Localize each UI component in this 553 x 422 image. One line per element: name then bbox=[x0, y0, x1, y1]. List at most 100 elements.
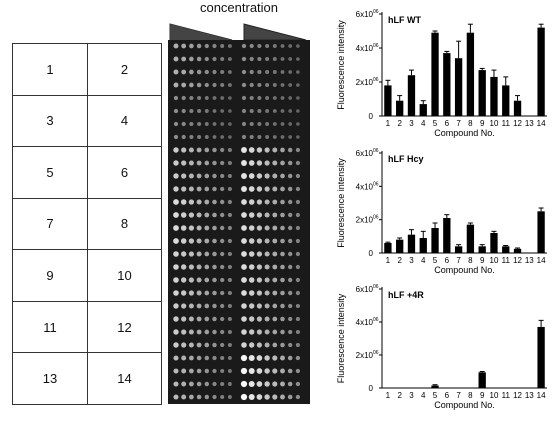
blot-dot bbox=[265, 69, 270, 75]
blot-dot bbox=[287, 368, 293, 374]
blot-dot bbox=[280, 316, 285, 322]
blot-dot bbox=[173, 56, 179, 62]
blot-dot bbox=[241, 290, 247, 296]
blot-dot bbox=[204, 147, 210, 153]
blot-dot bbox=[280, 303, 285, 309]
y-tick-label: 2x10 bbox=[356, 216, 374, 225]
blot-dot bbox=[212, 43, 217, 49]
blot-dot bbox=[248, 277, 255, 283]
blot-dot bbox=[220, 44, 225, 48]
blot-dot bbox=[265, 135, 270, 139]
blot-dot bbox=[241, 108, 247, 114]
blot-dot bbox=[181, 121, 186, 127]
blot-dot bbox=[196, 225, 202, 231]
blot-dot bbox=[181, 355, 187, 361]
concentration-wedge-left-fill bbox=[170, 24, 232, 40]
y-tick-label: 6x10 bbox=[356, 10, 374, 19]
blot-dot bbox=[256, 329, 262, 335]
blot-dot bbox=[196, 43, 202, 49]
blot-dot bbox=[295, 212, 300, 218]
blot-dot bbox=[249, 303, 255, 309]
blot-dot bbox=[173, 160, 179, 166]
blot-dot bbox=[227, 199, 232, 205]
blot-dot bbox=[220, 394, 225, 400]
blot-dot bbox=[173, 290, 179, 296]
blot-dot bbox=[196, 251, 202, 257]
x-tick-label: 8 bbox=[468, 119, 473, 128]
blot-dot bbox=[287, 355, 293, 361]
blot-dot bbox=[295, 264, 300, 270]
blot-dot bbox=[220, 251, 225, 257]
blot-dot bbox=[248, 238, 255, 244]
blot-dot bbox=[272, 316, 278, 322]
blot-dot bbox=[204, 135, 209, 139]
blot-dot bbox=[181, 95, 186, 101]
blot-dot bbox=[296, 44, 300, 48]
blot-dot bbox=[220, 381, 225, 387]
blot-dot bbox=[264, 212, 270, 218]
blot-dot bbox=[173, 342, 179, 348]
blot-dot bbox=[189, 82, 194, 88]
blot-dot bbox=[257, 82, 262, 88]
blot-dot bbox=[288, 303, 293, 309]
blot-dot bbox=[220, 277, 225, 283]
blot-dot bbox=[280, 70, 285, 74]
blot-dot bbox=[248, 225, 255, 231]
blot-dot bbox=[227, 342, 232, 348]
blot-dot bbox=[256, 147, 263, 153]
blot-dot bbox=[241, 277, 247, 283]
x-tick-label: 4 bbox=[421, 256, 426, 265]
blot-dot bbox=[264, 225, 270, 231]
blot-dot bbox=[241, 147, 247, 153]
blot-dot bbox=[204, 238, 210, 244]
blot-dot bbox=[196, 277, 202, 283]
x-tick-label: 1 bbox=[386, 391, 391, 400]
blot-dot bbox=[196, 199, 202, 205]
blot-dot bbox=[295, 186, 300, 192]
blot-dot bbox=[295, 238, 300, 244]
bar bbox=[431, 228, 439, 253]
blot-dot bbox=[181, 329, 187, 335]
blot-dot bbox=[288, 212, 293, 218]
blot-dot bbox=[227, 395, 232, 399]
blot-dot bbox=[288, 264, 293, 270]
blot-dot bbox=[272, 173, 278, 179]
blot-dot bbox=[280, 251, 285, 257]
y-tick-label: 4x10 bbox=[356, 44, 374, 53]
blot-dot bbox=[249, 69, 254, 75]
blot-dot bbox=[272, 57, 277, 61]
blot-dot bbox=[188, 342, 194, 348]
blot-dot bbox=[248, 212, 255, 218]
bar bbox=[513, 248, 522, 253]
blot-dot bbox=[173, 199, 179, 205]
blot-dot bbox=[227, 369, 232, 373]
blot-dot bbox=[272, 199, 278, 205]
blot-dot bbox=[220, 342, 225, 348]
bar bbox=[396, 239, 404, 253]
y-tick-exponent: 06 bbox=[373, 284, 379, 290]
blot-dot bbox=[212, 238, 217, 244]
blot-dot bbox=[272, 212, 278, 218]
blot-dot bbox=[264, 147, 270, 153]
blot-dot bbox=[220, 186, 225, 192]
x-tick-label: 5 bbox=[433, 256, 438, 265]
blot-dot bbox=[228, 135, 232, 139]
chart-title: hLF WT bbox=[388, 15, 421, 25]
blot-dot bbox=[241, 303, 247, 309]
blot-dot bbox=[188, 303, 194, 309]
blot-dot bbox=[227, 382, 232, 386]
grid-cell-8: 8 bbox=[87, 197, 162, 251]
dot-blot-background bbox=[168, 40, 310, 404]
blot-dot bbox=[188, 316, 194, 322]
bar bbox=[502, 85, 510, 116]
x-tick-label: 4 bbox=[421, 391, 426, 400]
bar bbox=[384, 243, 392, 253]
blot-dot bbox=[196, 56, 202, 62]
bar bbox=[537, 27, 545, 117]
grid-cell-10: 10 bbox=[87, 249, 162, 302]
blot-dot bbox=[256, 225, 263, 231]
x-tick-label: 11 bbox=[502, 119, 511, 128]
blot-dot bbox=[264, 186, 270, 192]
blot-dot bbox=[196, 264, 202, 270]
blot-dot bbox=[256, 212, 263, 218]
